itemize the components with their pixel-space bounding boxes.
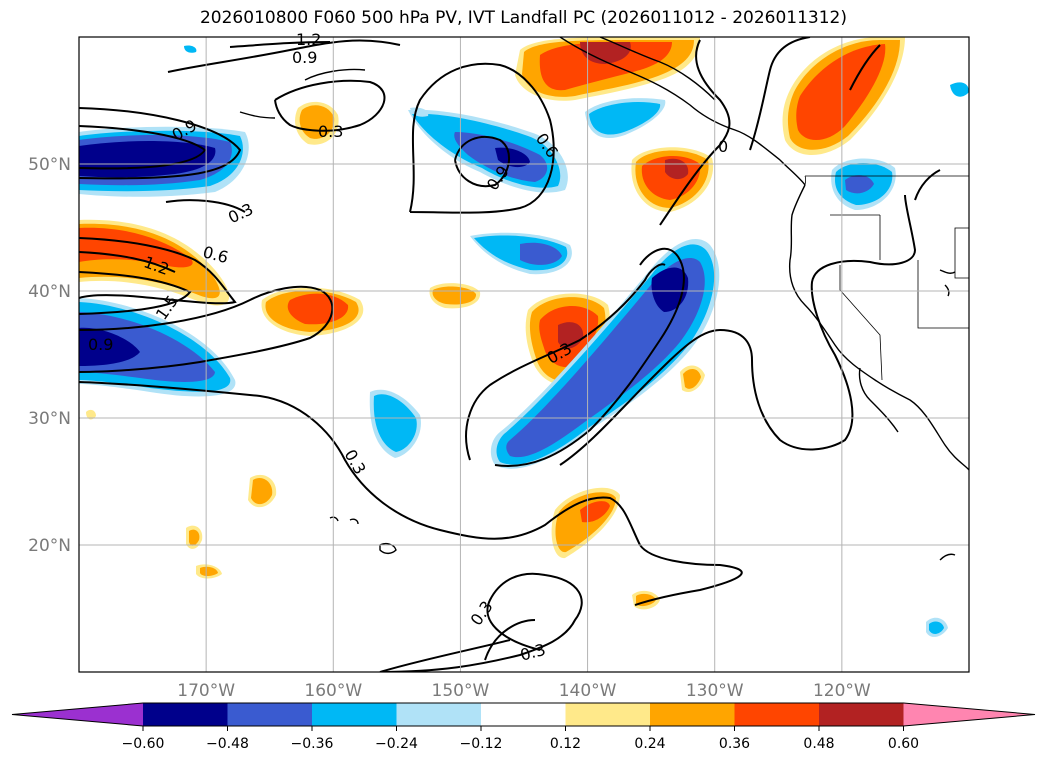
map-title: 2026010800 F060 500 hPa PV, IVT Landfall… (199, 8, 847, 28)
latitude-label: 30°N (28, 409, 71, 429)
contour-layer (79, 37, 941, 672)
latitude-label: 50°N (28, 155, 71, 175)
gridlines (79, 37, 969, 672)
border-layer (804, 175, 969, 381)
colorbar-tick-label: 0.12 (550, 736, 581, 752)
longitude-label: 150°W (432, 681, 490, 701)
colorbar-swatch (650, 703, 735, 726)
colorbar-tick-label: 0.24 (634, 736, 665, 752)
colorbar-extend-high (903, 703, 1035, 726)
colorbar-swatch (734, 703, 820, 726)
colorbar-swatch (143, 703, 228, 726)
contour-label: 1.2 (296, 30, 321, 49)
colorbar-extend-low (12, 703, 143, 726)
contour-label: 0.3 (341, 446, 370, 478)
colorbar-tick-label: −0.24 (375, 736, 418, 752)
colorbar-tick-label: 0.48 (803, 736, 834, 752)
colorbar-tick-label: −0.12 (460, 736, 503, 752)
colorbar-swatch (565, 703, 651, 726)
colorbar-tick-label: 0.60 (888, 736, 919, 752)
colorbar-swatch (227, 703, 313, 726)
colorbar-tick-label: −0.48 (206, 736, 249, 752)
colorbar-swatch (396, 703, 482, 726)
coastline-layer (239, 37, 969, 561)
longitude-label: 170°W (177, 681, 235, 701)
longitude-label: 140°W (559, 681, 617, 701)
longitude-label: 120°W (813, 681, 871, 701)
colorbar-swatch (481, 703, 566, 726)
colorbar-swatch (819, 703, 904, 726)
latitude-label: 40°N (28, 282, 71, 302)
map-frame (78, 36, 970, 673)
colorbar-tick-label: −0.60 (122, 736, 165, 752)
longitude-label: 130°W (686, 681, 744, 701)
colorbar: −0.60 −0.48 −0.36 −0.24 −0.12 0.12 0.24 0.36 0.4… (11, 702, 1036, 752)
colorbar-swatch (312, 703, 397, 726)
colorbar-tick-label: −0.36 (291, 736, 334, 752)
contour-label: 0.9 (88, 335, 113, 354)
contour-label: 0 (718, 137, 728, 156)
shaded-field-layer (79, 37, 969, 637)
contour-label: 0.9 (292, 48, 317, 67)
colorbar-tick-label: 0.36 (719, 736, 750, 752)
longitude-label: 160°W (304, 681, 362, 701)
contour-label: 0.3 (225, 199, 256, 227)
contour-label: 0.3 (318, 122, 343, 141)
latitude-labels: 50°N 40°N 30°N 20°N (28, 155, 71, 556)
latitude-label: 20°N (28, 536, 71, 556)
longitude-labels: 170°W 160°W 150°W 140°W 130°W 120°W (177, 681, 871, 701)
